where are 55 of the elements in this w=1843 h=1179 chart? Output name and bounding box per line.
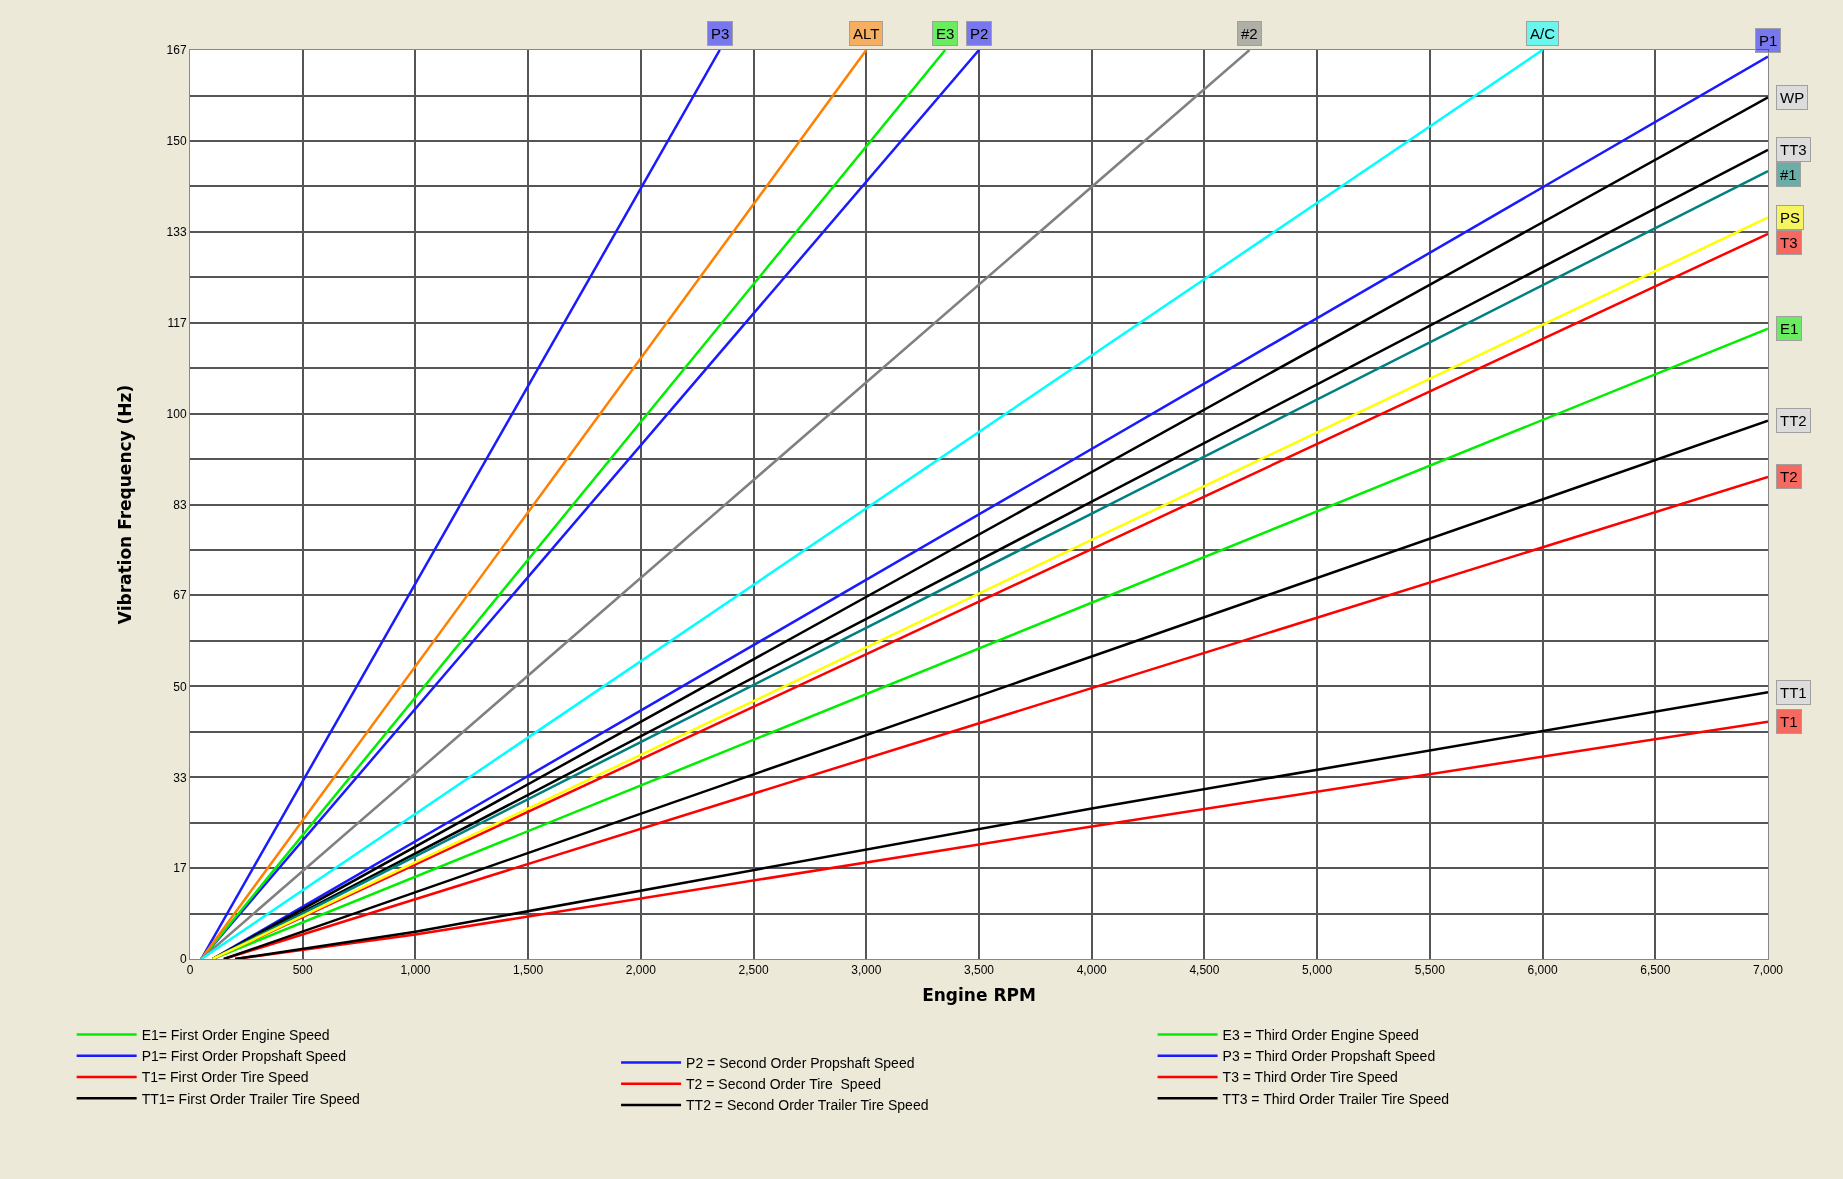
legend-label: TT1= First Order Trailer Tire Speed (141, 1090, 360, 1107)
legend-label: E3 = Third Order Engine Speed (1222, 1027, 1419, 1044)
x-tick-label: 1,500 (513, 963, 544, 978)
x-tick-label: 5,500 (1414, 963, 1446, 978)
x-tick-label: 3,500 (963, 963, 995, 978)
annotation: E1 (1780, 320, 1799, 337)
annotation: TT2 (1780, 412, 1807, 429)
x-tick-label: 500 (292, 963, 314, 978)
annotation: TT3 (1780, 141, 1807, 158)
x-tick-label: 6,500 (1640, 963, 1671, 978)
y-tick-label: 17 (173, 861, 187, 876)
y-tick-label: 33 (173, 770, 187, 785)
legend-label: E1= First Order Engine Speed (141, 1027, 330, 1044)
legend-label: TT3 = Third Order Trailer Tire Speed (1222, 1090, 1450, 1107)
annotation: P1 (1759, 32, 1778, 49)
x-tick-label: 6,000 (1527, 963, 1558, 978)
annotation: WP (1780, 89, 1805, 106)
x-tick-label: 5,000 (1302, 963, 1333, 978)
legend-label: P1= First Order Propshaft Speed (141, 1048, 346, 1065)
legend-label: P2 = Second Order Propshaft Speed (686, 1055, 915, 1072)
x-tick-label: 2,500 (738, 963, 769, 978)
annotation: T1 (1780, 713, 1798, 730)
legend-label: P3 = Third Order Propshaft Speed (1222, 1048, 1436, 1065)
annotation: TT1 (1780, 684, 1807, 701)
annotation: A/C (1530, 25, 1556, 42)
x-tick-label: 3,000 (851, 963, 882, 978)
y-tick-label: 67 (173, 588, 187, 603)
x-tick-label: 1,000 (400, 963, 431, 978)
y-tick-label: 133 (166, 225, 187, 240)
annotation: T3 (1780, 234, 1798, 251)
annotation: T2 (1780, 468, 1798, 485)
y-tick-label: 0 (179, 952, 187, 967)
x-tick-label: 2,000 (625, 963, 657, 978)
legend-label: T2 = Second Order Tire Speed (686, 1076, 882, 1093)
annotation: PS (1780, 209, 1801, 226)
annotation: ALT (853, 25, 880, 42)
y-tick-label: 150 (166, 134, 187, 149)
legend-label: T3 = Third Order Tire Speed (1222, 1069, 1398, 1086)
legend-label: TT2 = Second Order Trailer Tire Speed (686, 1097, 929, 1114)
legend-label: T1= First Order Tire Speed (141, 1069, 309, 1086)
x-tick-label: 4,000 (1076, 963, 1108, 978)
y-tick-label: 83 (173, 497, 187, 512)
y-tick-label: 167 (166, 43, 187, 58)
annotation: E3 (936, 25, 955, 42)
x-axis-title: Engine RPM (922, 984, 1036, 1005)
x-tick-label: 4,500 (1189, 963, 1220, 978)
y-tick-label: 100 (166, 406, 187, 421)
x-tick-label: 7,000 (1752, 963, 1784, 978)
annotation: #1 (1780, 166, 1797, 183)
y-axis-title: Vibration Frequency (Hz) (115, 384, 136, 625)
annotation: P3 (711, 25, 730, 42)
y-tick-label: 50 (173, 679, 187, 694)
annotation: #2 (1241, 25, 1258, 42)
y-tick-label: 117 (167, 315, 187, 330)
annotation: P2 (970, 25, 989, 42)
